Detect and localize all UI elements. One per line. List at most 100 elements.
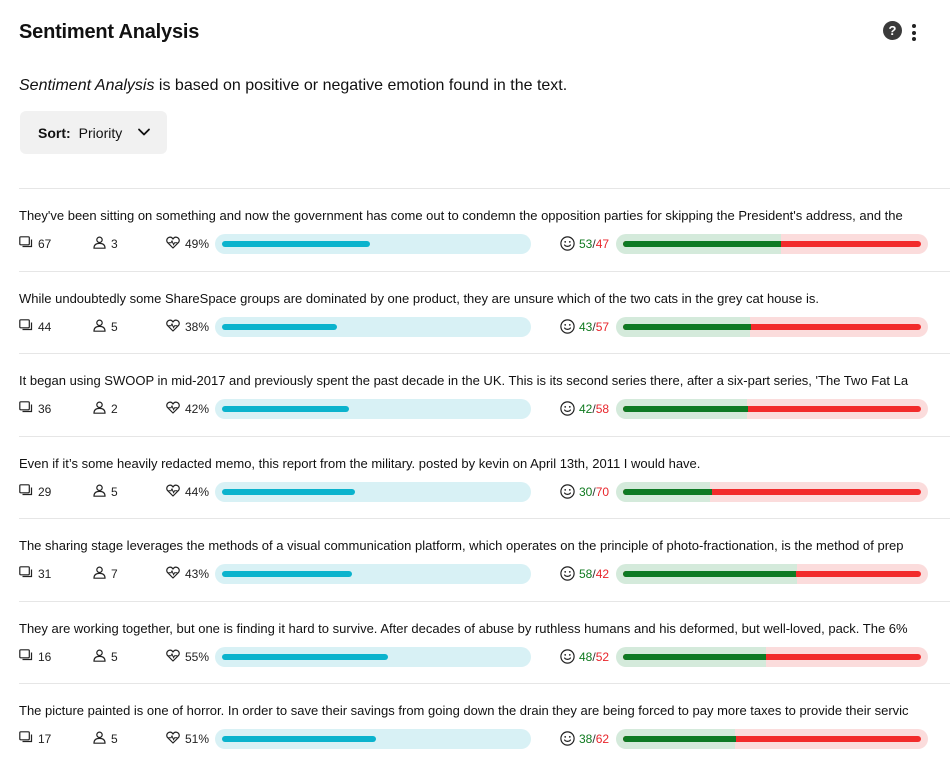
user-count-value: 5 [111,732,118,746]
positive-fill [623,241,781,247]
health-score-value: 49% [185,237,210,251]
positive-fill [623,736,737,742]
user-icon [93,648,111,665]
user-icon [93,318,111,335]
item-text[interactable]: They are working together, but one is fi… [19,620,908,636]
sentiment-bar [616,564,928,584]
description: Sentiment Analysis is based on positive … [19,77,567,95]
list-item[interactable]: The sharing stage leverages the methods … [19,518,950,601]
item-text[interactable]: Even if it’s some heavily redacted memo,… [19,455,701,471]
user-icon [93,401,111,417]
smiley-icon [560,483,575,499]
item-text[interactable]: The sharing stage leverages the methods … [19,538,904,553]
sentiment-score: 38/62 [579,732,610,746]
user-count: 7 [93,565,118,583]
user-count: 5 [93,730,118,748]
comment-count-value: 44 [38,319,52,334]
user-count: 3 [93,235,118,253]
comment-count-value: 36 [38,402,52,416]
health-score: 42% [166,400,209,418]
health-progress-fill [222,571,352,577]
sentiment-bar [616,316,928,337]
health-score: 49% [166,235,209,253]
comments-icon [19,731,38,747]
health-progress-fill [222,488,355,495]
comment-count-value: 67 [38,237,52,251]
comments-icon [19,566,38,582]
comments-icon [19,318,38,335]
sentiment-score: 43/57 [579,319,610,334]
positive-fill [623,571,796,577]
item-text[interactable]: While undoubtedly some ShareSpace groups… [19,290,819,306]
health-score: 51% [166,730,209,748]
positive-score: 48 [579,649,593,664]
health-progress-bar [215,481,531,502]
smiley-icon [560,648,575,664]
user-count-value: 5 [111,484,118,499]
positive-score: 42 [579,402,593,416]
comment-count: 36 [19,400,51,418]
comment-count: 31 [19,565,51,583]
health-progress-fill [222,653,389,660]
list-item[interactable]: Even if it’s some heavily redacted memo,… [19,435,950,519]
comment-count-value: 31 [38,567,52,581]
negative-score: 47 [595,237,610,251]
health-score: 55% [166,648,209,666]
sentiment-score: 48/52 [579,649,610,664]
health-progress-fill [222,406,349,412]
comment-count: 16 [19,648,51,666]
positive-fill [623,406,749,412]
health-score: 38% [166,318,209,336]
user-icon [93,566,111,582]
smiley-icon [560,401,575,416]
item-text[interactable]: They've been sitting on something and no… [19,208,903,223]
health-score: 43% [166,565,209,583]
list-item[interactable]: They've been sitting on something and no… [19,188,950,271]
user-count: 2 [93,400,118,418]
list-item[interactable]: While undoubtedly some ShareSpace groups… [19,270,950,354]
user-count-value: 2 [111,402,118,416]
help-icon[interactable]: ? [883,21,902,40]
negative-score: 58 [595,402,610,416]
sentiment-bar [616,234,928,254]
health-progress-fill [222,323,337,330]
smiley-icon [560,731,575,746]
more-options-icon[interactable] [911,24,917,42]
list-item[interactable]: It began using SWOOP in mid-2017 and pre… [19,353,950,436]
sentiment-score: 42/58 [579,402,610,416]
heart-pulse-icon [166,731,185,747]
health-progress-bar [215,316,531,337]
health-score-value: 42% [185,402,210,416]
heart-pulse-icon [166,236,185,252]
health-progress-bar [215,729,531,749]
heart-pulse-icon [166,649,185,665]
sort-value: Priority [78,124,123,141]
negative-score: 70 [595,484,610,499]
list-item[interactable]: They are working together, but one is fi… [19,600,950,684]
item-text[interactable]: It began using SWOOP in mid-2017 and pre… [19,373,909,388]
sentiment-score: 53/47 [579,237,610,251]
smiley-icon [560,566,575,581]
comment-count: 44 [19,318,51,336]
sentiment-bar [616,399,928,419]
health-progress-fill [222,241,370,247]
comment-count-value: 17 [38,732,52,746]
user-icon [93,236,111,252]
health-score-value: 44% [185,484,210,499]
sentiment-bar [616,481,928,502]
positive-fill [623,323,752,330]
smiley-icon [560,236,575,251]
health-progress-bar [215,234,531,254]
sort-dropdown[interactable]: Sort: Priority [20,111,167,154]
comments-icon [19,401,38,417]
user-icon [93,483,111,500]
item-text[interactable]: The picture painted is one of horror. In… [19,703,909,718]
user-count: 5 [93,483,118,501]
list-item[interactable]: The picture painted is one of horror. In… [19,683,950,766]
negative-score: 62 [595,732,610,746]
positive-score: 30 [579,484,593,499]
comment-count: 67 [19,235,51,253]
health-progress-bar [215,399,531,419]
health-score-value: 43% [185,567,210,581]
heart-pulse-icon [166,401,185,417]
